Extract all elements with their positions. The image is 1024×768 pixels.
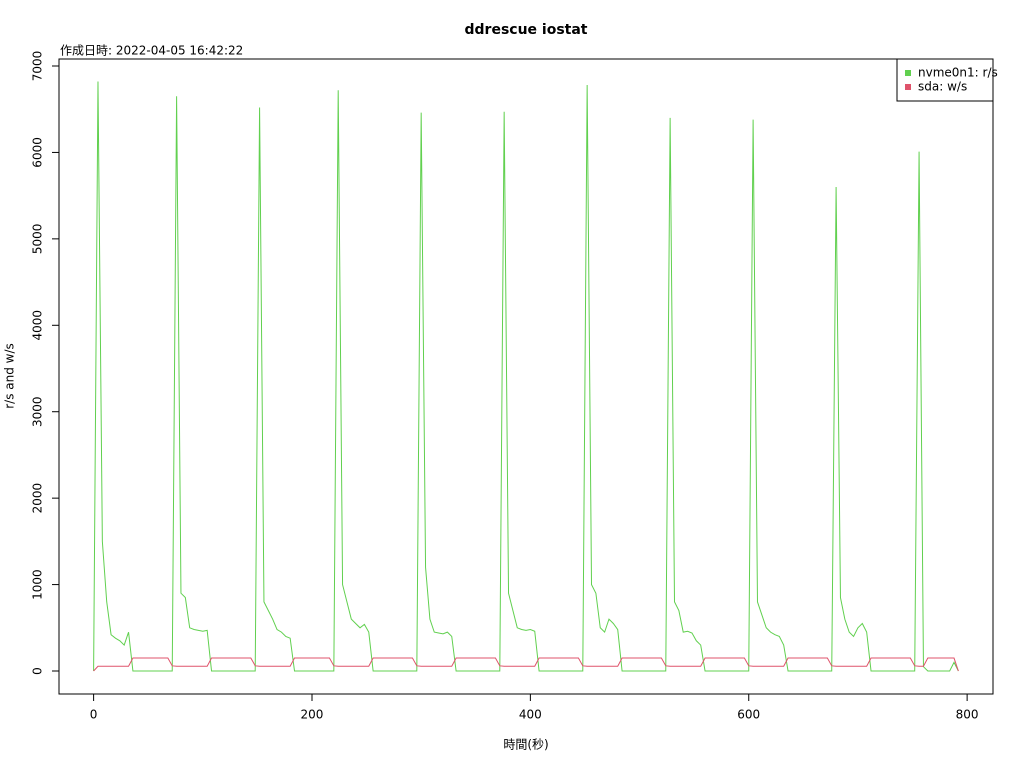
series-line xyxy=(93,657,959,672)
legend-box xyxy=(896,58,994,102)
series-line xyxy=(93,81,959,672)
legend-label: nvme0n1: r/s xyxy=(918,66,998,80)
chart-title: ddrescue iostat xyxy=(465,22,588,38)
x-tick-label: 800 xyxy=(956,708,979,722)
legend-label: sda: w/s xyxy=(918,80,967,94)
y-tick-label: 4000 xyxy=(31,310,45,341)
y-tick-label: 6000 xyxy=(31,137,45,168)
y-tick-label: 3000 xyxy=(31,396,45,427)
legend-swatch xyxy=(905,70,911,76)
y-tick-label: 0 xyxy=(31,667,45,675)
x-tick-label: 0 xyxy=(90,708,98,722)
x-tick-label: 400 xyxy=(519,708,542,722)
y-tick-label: 2000 xyxy=(31,483,45,514)
legend-swatch xyxy=(905,84,911,90)
y-tick-label: 1000 xyxy=(31,569,45,600)
x-tick-label: 200 xyxy=(301,708,324,722)
chart-subtitle: 作成日時: 2022-04-05 16:42:22 xyxy=(60,44,243,58)
y-axis-label: r/s and w/s xyxy=(3,343,17,409)
y-tick-label: 5000 xyxy=(31,224,45,255)
x-axis-label: 時間(秒) xyxy=(503,738,548,752)
y-tick-label: 7000 xyxy=(31,51,45,82)
x-tick-label: 600 xyxy=(737,708,760,722)
